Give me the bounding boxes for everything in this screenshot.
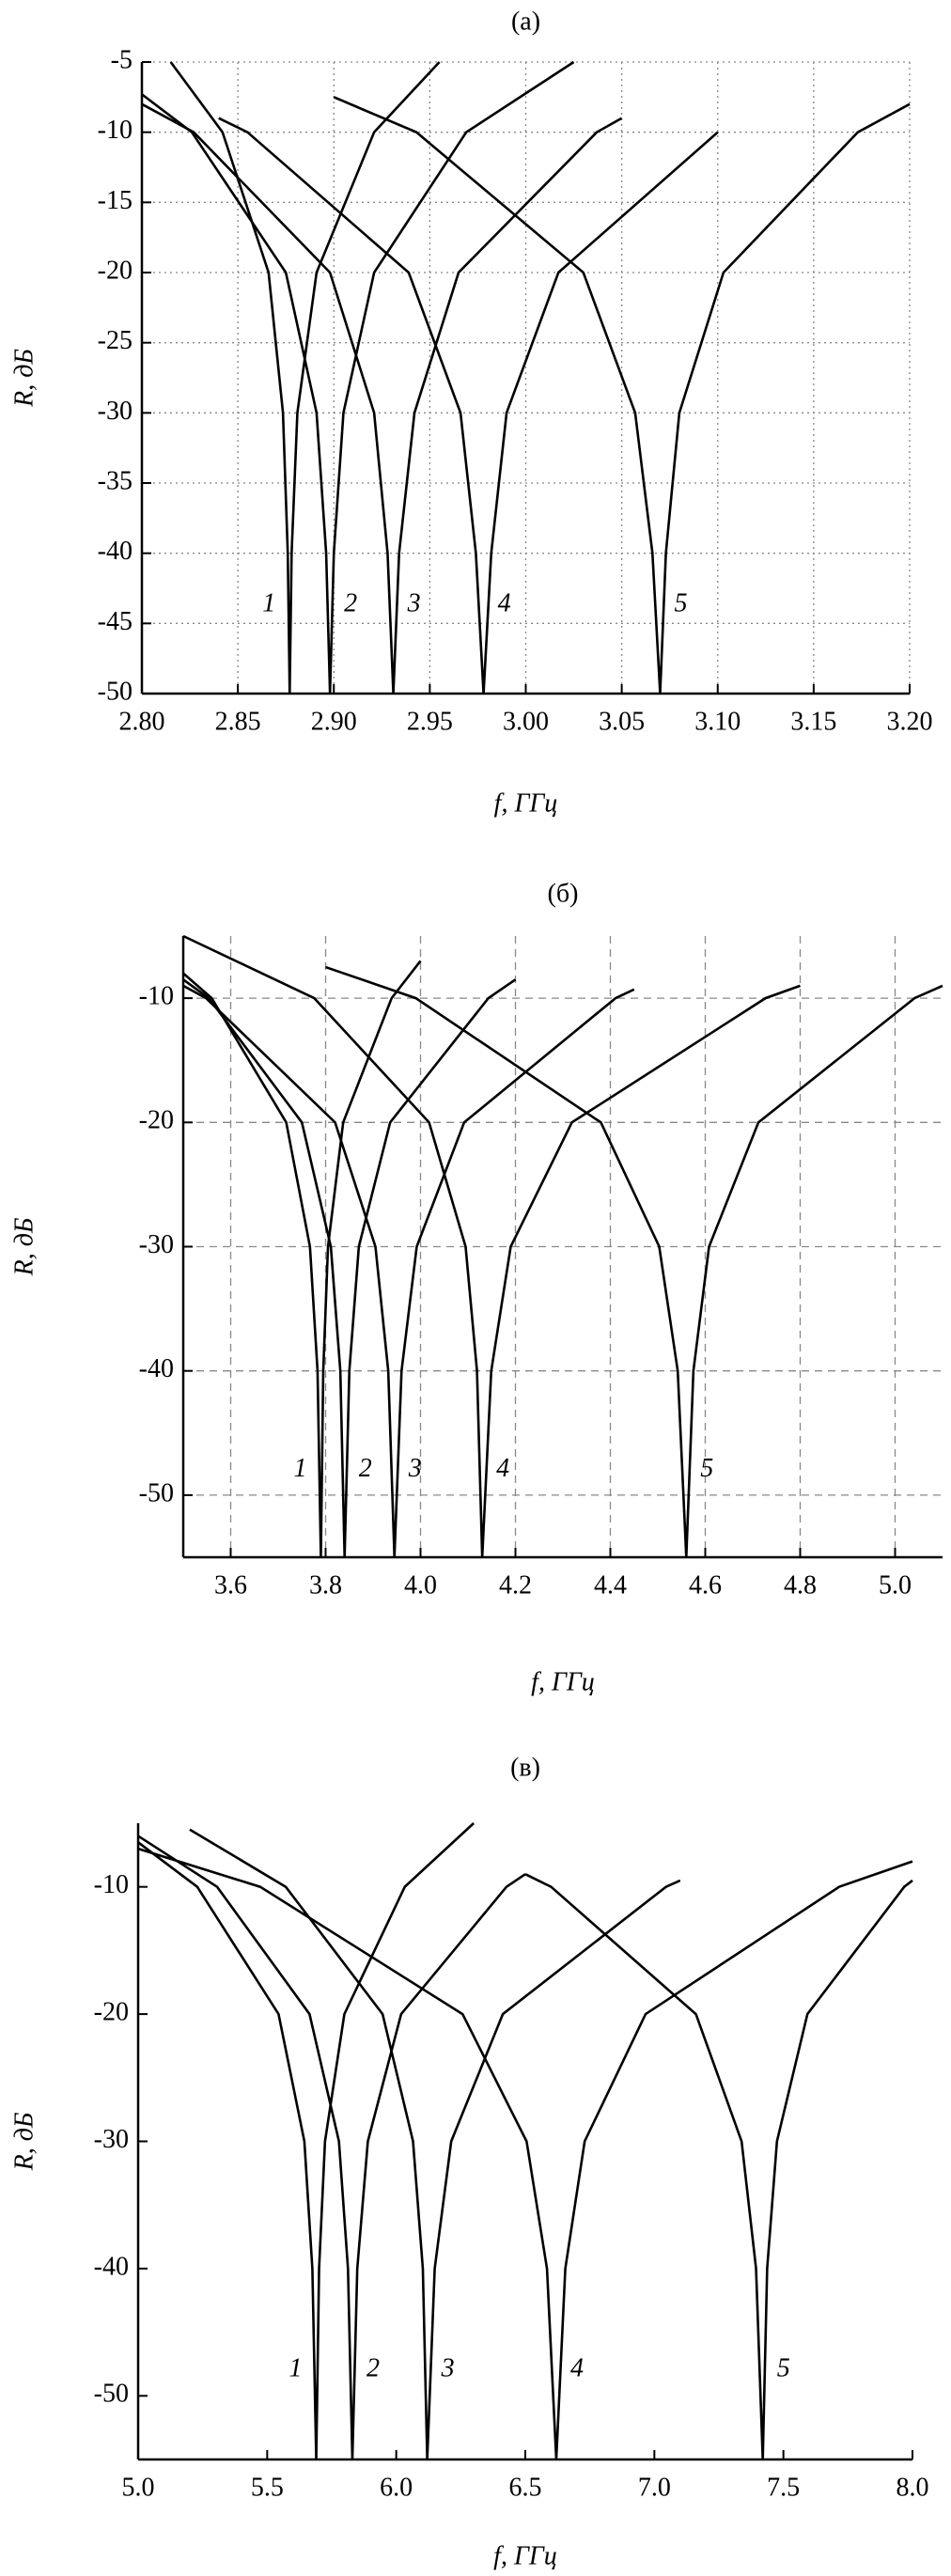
y-axis-label: R, дБ (9, 349, 39, 408)
x-tick-label: 3.00 (503, 707, 549, 736)
y-tick-label: -20 (98, 256, 133, 285)
y-axis-label: R, дБ (9, 1218, 39, 1277)
y-tick-label: -10 (94, 1870, 129, 1899)
y-tick-label: -5 (111, 45, 133, 74)
curve (333, 96, 911, 695)
curve-label: 1 (289, 2354, 303, 2383)
y-tick-label: -40 (139, 1354, 174, 1383)
y-tick-label: -20 (94, 1998, 129, 2027)
y-tick-label: -30 (98, 397, 133, 426)
y-tick-label: -45 (98, 607, 133, 636)
y-tick-label: -50 (139, 1478, 174, 1507)
curve (137, 1834, 526, 2460)
chart-title: (б) (548, 879, 579, 908)
curve (137, 1822, 475, 2460)
chart-title: (a) (511, 7, 540, 36)
curve (182, 978, 517, 1558)
chart-title: (в) (510, 1753, 540, 1782)
curve-label: 4 (570, 2354, 584, 2383)
y-tick-label: -10 (98, 116, 133, 145)
x-tick-label: 2.90 (311, 707, 357, 736)
x-tick-label: 6.0 (380, 2473, 413, 2502)
x-tick-label: 3.15 (790, 707, 836, 736)
curve-label: 5 (777, 2354, 790, 2383)
x-tick-label: 4.4 (594, 1570, 627, 1600)
x-axis-label: f, ГГц (493, 2541, 557, 2570)
x-tick-label: 3.10 (694, 707, 741, 736)
x-axis-label: f, ГГц (531, 1667, 595, 1696)
curve (141, 60, 575, 695)
y-axis-label: R, дБ (9, 2113, 39, 2172)
x-tick-label: 4.2 (499, 1570, 532, 1600)
curve-label: 2 (344, 588, 357, 617)
curve-label: 3 (441, 2354, 455, 2383)
x-tick-label: 4.6 (689, 1570, 722, 1600)
y-tick-label: -30 (94, 2125, 129, 2154)
curve (137, 1847, 913, 2460)
curve-label: 2 (366, 2354, 380, 2383)
curve (524, 1872, 913, 2460)
x-tick-label: 2.80 (119, 707, 165, 736)
y-tick-label: -40 (98, 537, 133, 566)
x-tick-label: 6.5 (509, 2473, 542, 2502)
x-tick-label: 4.0 (404, 1570, 437, 1600)
y-tick-label: -40 (94, 2252, 129, 2281)
y-tick-label: -50 (94, 2380, 129, 2409)
curve-label: 1 (262, 588, 275, 617)
curve-label: 4 (496, 1454, 509, 1483)
curve-label: 2 (359, 1454, 372, 1483)
y-tick-label: -35 (98, 466, 133, 495)
curve (141, 102, 623, 695)
x-tick-label: 3.20 (887, 707, 933, 736)
y-tick-label: -25 (98, 326, 133, 355)
x-tick-label: 2.95 (407, 707, 453, 736)
y-tick-label: -10 (139, 982, 174, 1011)
x-tick-label: 7.5 (767, 2473, 800, 2502)
curve (169, 61, 441, 695)
curve (182, 960, 422, 1558)
curve-label: 1 (293, 1454, 306, 1483)
x-tick-label: 7.0 (638, 2473, 671, 2502)
curve (182, 984, 635, 1558)
x-tick-label: 5.0 (122, 2473, 155, 2502)
x-tick-label: 8.0 (896, 2473, 929, 2502)
curve-label: 5 (700, 1454, 713, 1483)
x-tick-label: 3.05 (599, 707, 645, 736)
x-tick-label: 4.8 (784, 1570, 817, 1600)
curve (218, 117, 719, 695)
x-axis-label: f, ГГц (494, 788, 558, 818)
y-tick-label: -30 (139, 1230, 174, 1259)
curve-label: 4 (498, 588, 511, 617)
curve (182, 934, 801, 1558)
x-tick-label: 3.8 (309, 1570, 342, 1600)
x-tick-label: 5.5 (251, 2473, 284, 2502)
x-tick-label: 5.0 (879, 1570, 912, 1600)
x-tick-label: 3.6 (214, 1570, 247, 1600)
curve-label: 3 (408, 1454, 422, 1483)
y-tick-label: -15 (98, 186, 133, 215)
curve-label: 3 (407, 588, 421, 617)
curve (189, 1828, 681, 2460)
y-tick-label: -20 (139, 1106, 174, 1135)
curve (325, 965, 943, 1558)
x-tick-label: 2.85 (215, 707, 261, 736)
curve-label: 5 (674, 588, 687, 617)
y-tick-label: -50 (98, 677, 133, 706)
